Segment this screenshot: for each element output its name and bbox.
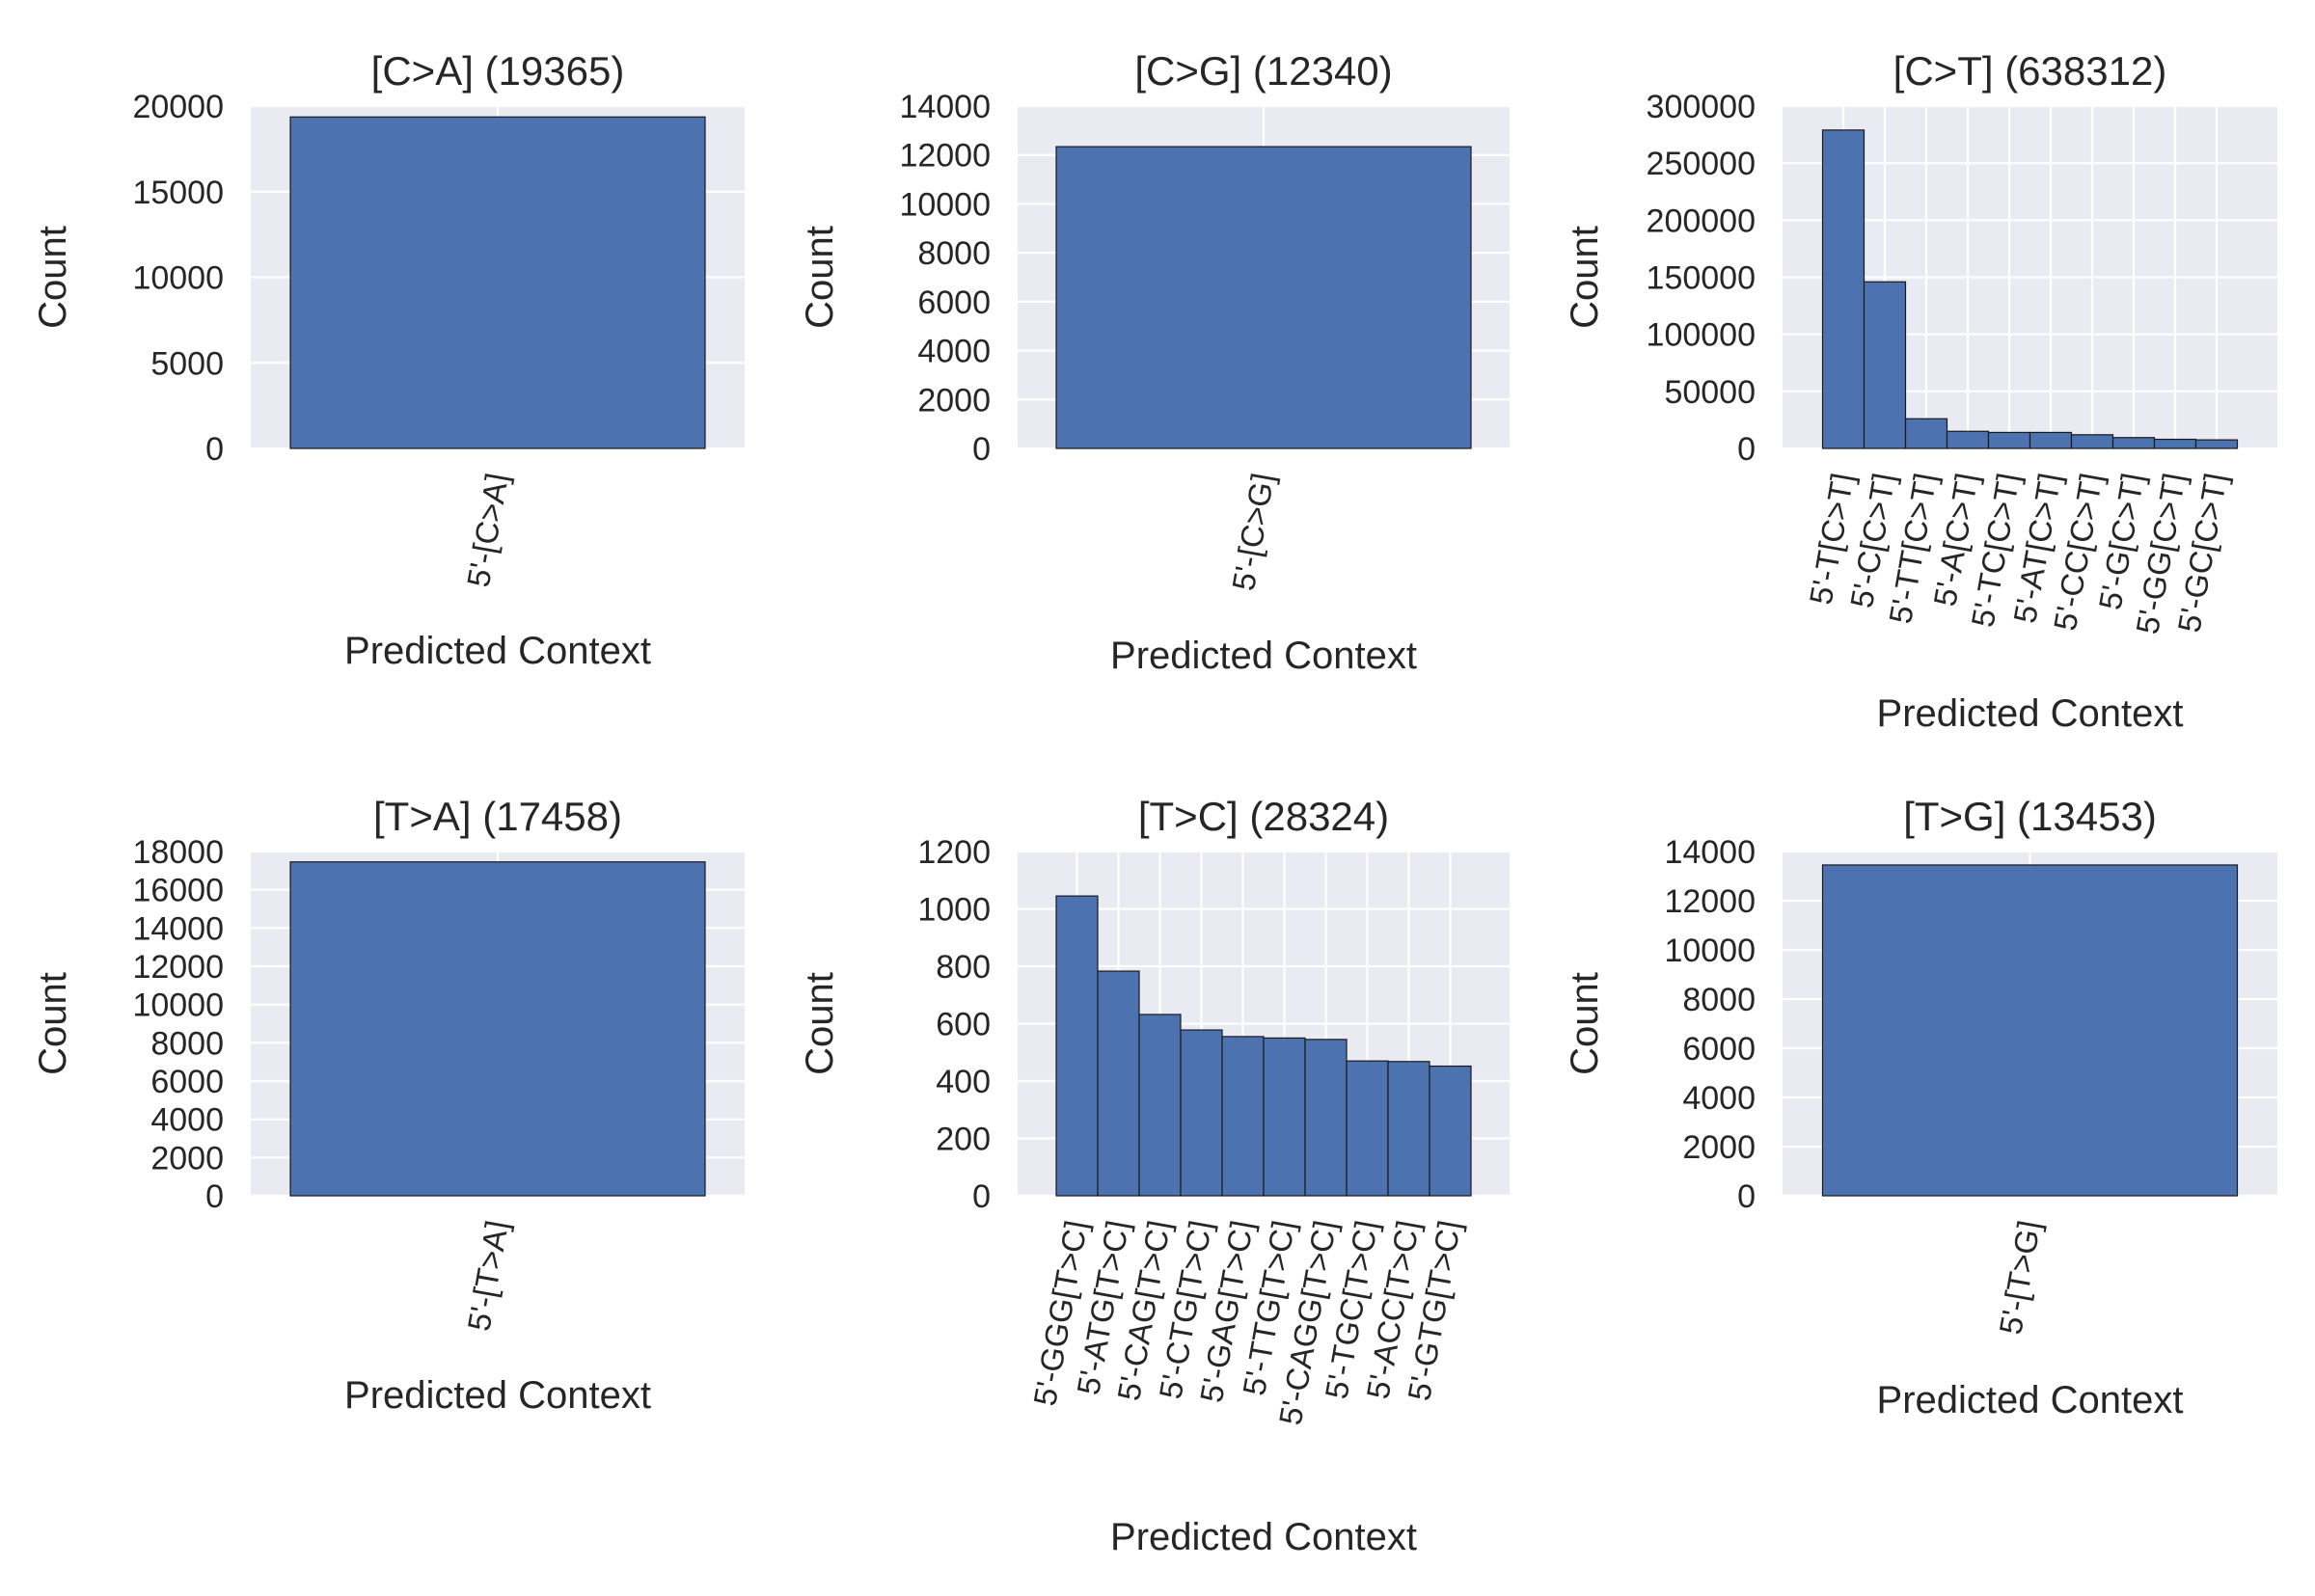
y-tick-label: 15000	[132, 175, 224, 211]
bar	[1387, 1061, 1430, 1197]
y-tick-label: 50000	[1664, 374, 1756, 411]
y-tick-label: 1200	[917, 834, 991, 871]
bar	[2194, 439, 2239, 449]
subplot-title: [C>A] (19365)	[371, 48, 625, 94]
y-tick-label: 12000	[899, 138, 991, 175]
bar	[1346, 1060, 1389, 1197]
y-tick-label: 100000	[1647, 317, 1756, 354]
subplot-1: 0 5000 10000 15000 20000 5'-[C>A] [C>A] (19365…	[32, 48, 745, 672]
y-tick-label: 300000	[1647, 89, 1756, 125]
bar	[2029, 431, 2073, 449]
bar	[1180, 1029, 1223, 1197]
x-tick-label: 5'-[T>G]	[1992, 1218, 2047, 1338]
y-axis-label: Count	[1564, 226, 1606, 329]
y-tick-label: 4000	[1682, 1080, 1756, 1117]
y-tick-label: 600	[936, 1007, 991, 1043]
x-tick-label: 5'-[C>G]	[1225, 471, 1281, 593]
subplot-title: [T>G] (13453)	[1903, 794, 2157, 839]
y-tick-label: 5000	[150, 345, 224, 382]
y-tick-label: 10000	[132, 260, 224, 297]
y-tick-label: 250000	[1647, 146, 1756, 182]
y-tick-label: 8000	[1682, 982, 1756, 1018]
subplot-title: [T>C] (28324)	[1138, 794, 1389, 839]
bar	[1221, 1036, 1265, 1197]
bar	[1055, 146, 1472, 449]
y-tick-label: 800	[936, 949, 991, 986]
bar	[2111, 437, 2156, 449]
y-tick-label: 2000	[1682, 1129, 1756, 1166]
y-axis-label: Count	[32, 972, 74, 1075]
bar	[1055, 895, 1099, 1197]
y-axis-label: Count	[799, 972, 841, 1075]
y-tick-label: 0	[1737, 431, 1756, 468]
y-tick-label: 2000	[917, 382, 991, 419]
subplot-3: 0500001000001500002000002500003000005'-T…	[1564, 48, 2277, 735]
y-axis-label: Count	[799, 226, 841, 329]
subplot-6: 0 2000 4000 6000 8000 10000 12000 14000 5'-[T>G]…	[1564, 794, 2277, 1421]
x-tick-label: 5'-[C>A]	[460, 471, 515, 590]
y-tick-label: 200000	[1647, 203, 1756, 239]
y-tick-label: 0	[205, 1178, 224, 1215]
y-tick-label: 150000	[1647, 260, 1756, 297]
subplot-2: 0 2000 4000 6000 8000 10000 12000 14000 5'-[C>G]…	[799, 48, 1510, 677]
y-tick-label: 14000	[1664, 834, 1756, 871]
bar	[1863, 281, 1907, 449]
y-tick-label: 14000	[132, 910, 224, 947]
subplot-5: 0200400600800100012005'-GGG[T>C]5'-ATG[T…	[799, 794, 1510, 1558]
x-axis-label: Predicted Context	[1877, 1379, 2184, 1421]
y-tick-label: 6000	[917, 284, 991, 321]
bar	[2153, 438, 2197, 449]
y-tick-label: 10000	[1664, 933, 1756, 969]
y-tick-label: 400	[936, 1064, 991, 1100]
y-tick-label: 10000	[899, 186, 991, 223]
y-tick-label: 8000	[917, 235, 991, 272]
x-axis-label: Predicted Context	[1110, 1516, 1417, 1558]
x-axis-label: Predicted Context	[1877, 692, 2184, 735]
bar	[1904, 418, 1948, 449]
bar	[1987, 431, 2031, 449]
y-axis-label: Count	[32, 226, 74, 329]
x-axis-label: Predicted Context	[1110, 635, 1417, 677]
y-tick-label: 16000	[132, 873, 224, 909]
subplot-title: [C>T] (638312)	[1893, 48, 2167, 94]
bar	[1946, 430, 1990, 449]
x-tick-label: 5'-[T>A]	[460, 1218, 514, 1334]
y-tick-label: 0	[1737, 1178, 1756, 1215]
subplot-title: [C>G] (12340)	[1134, 48, 1392, 94]
bar	[1429, 1065, 1472, 1197]
x-axis-label: Predicted Context	[344, 630, 651, 672]
bar	[1263, 1037, 1306, 1197]
bar	[1304, 1039, 1348, 1197]
y-tick-label: 4000	[917, 334, 991, 370]
bar	[1821, 129, 1866, 449]
bar	[289, 861, 706, 1197]
y-tick-label: 10000	[132, 987, 224, 1024]
y-tick-label: 200	[936, 1122, 991, 1158]
bar	[2070, 434, 2114, 449]
y-axis-label: Count	[1564, 972, 1606, 1075]
y-tick-label: 12000	[132, 949, 224, 986]
y-tick-label: 1000	[917, 892, 991, 929]
bar	[289, 116, 706, 449]
y-tick-label: 4000	[150, 1102, 224, 1139]
y-tick-label: 0	[205, 431, 224, 468]
y-tick-label: 14000	[899, 89, 991, 125]
y-tick-label: 20000	[132, 89, 224, 125]
subplot-4: 0200040006000800010000120001400016000180…	[32, 794, 745, 1417]
y-tick-label: 2000	[150, 1140, 224, 1177]
bar	[1097, 970, 1140, 1197]
y-tick-label: 18000	[132, 834, 224, 871]
y-tick-label: 6000	[1682, 1031, 1756, 1068]
x-axis-label: Predicted Context	[344, 1374, 651, 1417]
y-tick-label: 12000	[1664, 883, 1756, 920]
subplot-title: [T>A] (17458)	[373, 794, 622, 839]
bar	[1821, 864, 2239, 1197]
y-tick-label: 6000	[150, 1064, 224, 1100]
bar	[1138, 1014, 1182, 1197]
y-tick-label: 8000	[150, 1025, 224, 1062]
y-tick-label: 0	[972, 1178, 991, 1215]
y-tick-label: 0	[972, 431, 991, 468]
